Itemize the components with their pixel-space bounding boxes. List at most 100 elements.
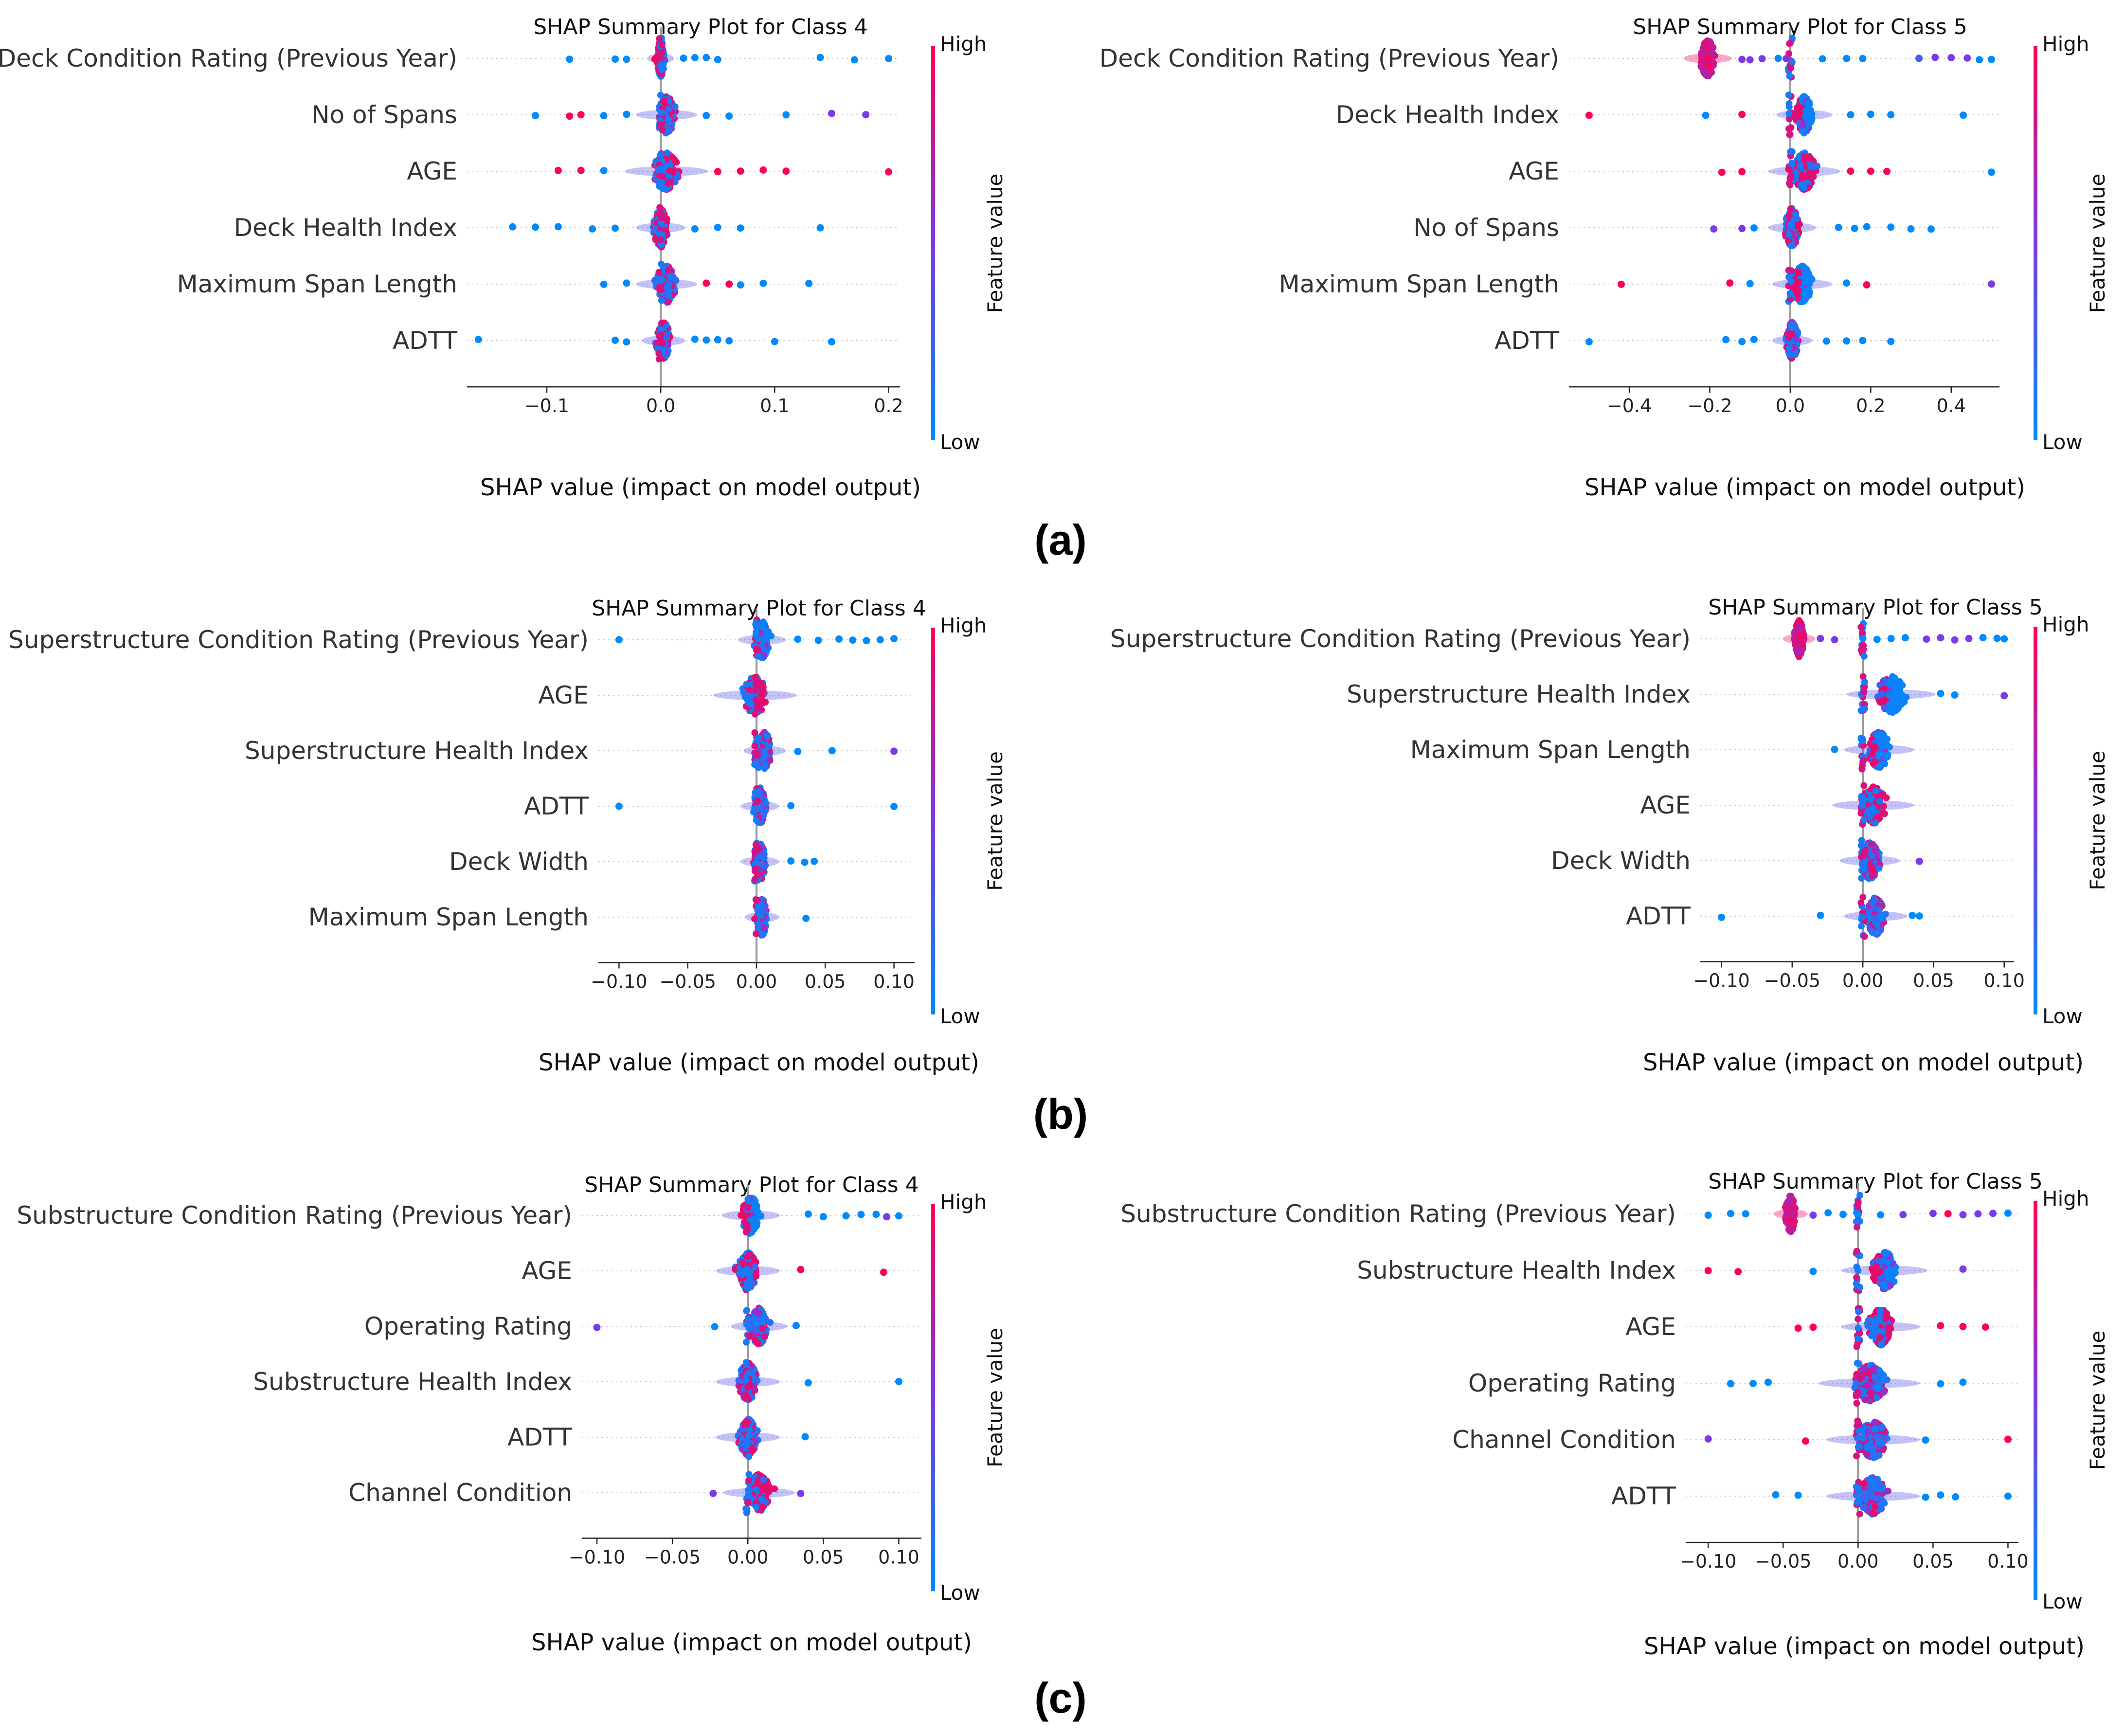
shap-point [1785,212,1793,219]
shap-point [1703,72,1711,79]
shap-point [752,674,759,681]
x-tick-label: 0.10 [873,971,915,992]
shap-point-outlier [474,336,482,344]
shap-point-outlier [600,280,608,288]
shap-point [664,331,671,339]
shap-point [1857,810,1865,817]
shap-point-outlier [1887,223,1895,231]
x-tick-label: −0.2 [1687,395,1732,416]
shap-point-outlier [1937,634,1945,642]
shap-point [758,623,765,631]
shap-point-outlier [835,635,843,643]
shap-point [655,332,663,340]
shap-point [743,1221,751,1229]
shap-point [1878,690,1885,697]
shap-point [1891,706,1898,713]
shap-point [1857,734,1865,741]
feature-label: AGE [407,157,457,185]
shap-point [657,236,665,243]
feature-label: Maximum Span Length [308,903,589,931]
shap-point [658,41,666,49]
shap-point-outlier [566,55,574,63]
shap-point [1860,796,1868,803]
shap-point [754,897,761,904]
shap-point [1892,689,1900,696]
shap-point [760,636,767,644]
shap-point-outlier [794,635,802,643]
shap-point [1860,782,1868,789]
shap-point [1872,915,1879,922]
shap-point-outlier [612,336,619,344]
feature-label: Superstructure Health Index [245,737,589,765]
shap-point-outlier [1915,54,1923,62]
shap-point [1861,933,1868,940]
feature-swarm [721,1194,902,1237]
feature-swarm [615,616,898,661]
shap-point [759,931,766,938]
shap-point [656,172,663,180]
feature-label: AGE [1509,157,1559,185]
shap-point-outlier [895,1212,902,1220]
shap-point-outlier [890,635,898,643]
shap-point-outlier [890,803,898,810]
x-tick-label: 0.00 [736,971,777,992]
shap-point [662,185,669,193]
shap-point [1875,906,1883,913]
shap-point [764,743,772,750]
shap-point-outlier [1746,280,1754,288]
x-tick-label: 0.05 [805,971,846,992]
shap-point [755,1209,761,1216]
shap-point [1800,172,1807,179]
feature-swarm [1833,782,1914,828]
x-tick-label: 0.00 [727,1546,769,1568]
shap-point-outlier [577,111,585,119]
shap-point [1802,107,1809,114]
shap-point-outlier [1867,110,1874,118]
x-tick-label: 0.10 [878,1546,919,1568]
shap-point-outlier [1988,168,1995,176]
shap-point-outlier [1843,337,1851,345]
shap-point [1786,131,1793,138]
shap-point [1804,113,1811,120]
shap-point [666,167,673,174]
shap-point-outlier [714,55,721,63]
chart-title: SHAP Summary Plot for Class 4 [584,1173,918,1197]
shap-point-outlier [1947,54,1955,62]
shap-point [658,297,665,304]
x-tick-label: 0.2 [1856,395,1885,416]
shap-point [754,705,761,713]
shap-plots: SHAP Summary Plot for Class 4−0.1 0.0 0.1 0… [0,15,2109,1660]
shap-point [659,48,666,55]
shap-point [1903,693,1910,701]
colorbar [2034,46,2037,440]
shap-point [1859,642,1867,649]
shap-point-outlier [554,223,562,231]
shap-point [655,350,663,357]
shap-point-outlier [801,858,809,866]
shap-point-outlier [1909,911,1916,919]
shap-point [1798,181,1805,189]
shap-point [1868,840,1875,848]
shap-point [1788,267,1795,274]
chart-title: SHAP Summary Plot for Class 5 [1708,595,2042,620]
shap-point-outlier [615,802,623,810]
shap-point [652,235,659,242]
shap-point-outlier [702,336,710,344]
shap-point [1796,617,1803,624]
shap-point [1794,294,1801,302]
colorbar-title: Feature value [2086,751,2109,890]
shap-point-outlier [1831,636,1838,644]
shap-point-outlier [1927,225,1935,233]
x-tick-label: 0.1 [760,395,789,416]
shap-point [1868,927,1875,935]
shap-point [1787,221,1794,229]
shap-point [1786,72,1793,80]
shap-point [1857,899,1865,906]
shap-point [753,758,760,765]
shap-point-outlier [737,224,744,232]
shap-point [667,272,674,280]
shap-point-outlier [1718,913,1726,921]
shap-point-outlier [1863,223,1871,231]
feature-label: Maximum Span Length [1279,270,1559,298]
colorbar-title: Feature value [983,751,1007,891]
